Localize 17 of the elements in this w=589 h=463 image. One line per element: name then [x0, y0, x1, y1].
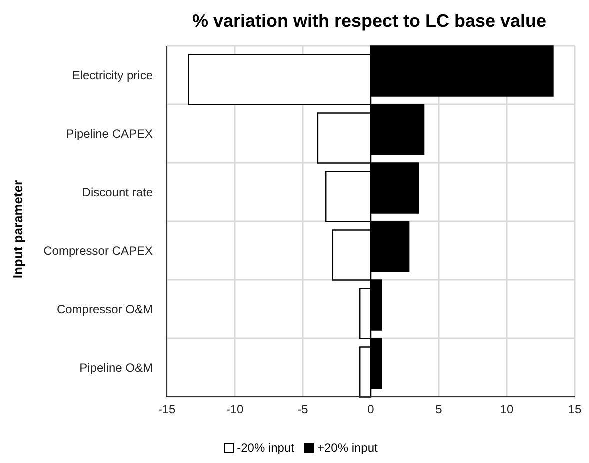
x-tick-label: 0: [368, 402, 375, 417]
y-tick-label: Pipeline O&M: [80, 360, 153, 375]
x-tick-label: -5: [298, 402, 309, 417]
x-tick-label: 5: [436, 402, 443, 417]
y-tick-label: Compressor O&M: [56, 302, 153, 316]
legend-label: -20% input: [236, 441, 294, 455]
x-tick-label: -10: [226, 402, 244, 417]
y-tick-label: Discount rate: [82, 185, 154, 200]
x-tick-label: 15: [568, 402, 582, 417]
y-axis-title: Input parameter: [10, 180, 26, 278]
y-tick-label: Pipeline CAPEX: [66, 126, 153, 141]
y-tick-label: Electricity price: [72, 68, 154, 82]
chart-title: % variation with respect to LC base value: [191, 10, 548, 33]
x-tick-label: -15: [158, 402, 176, 417]
x-tick-label: 10: [500, 402, 514, 417]
legend-label: +20% input: [316, 441, 378, 455]
y-tick-label: Compressor CAPEX: [44, 244, 153, 258]
